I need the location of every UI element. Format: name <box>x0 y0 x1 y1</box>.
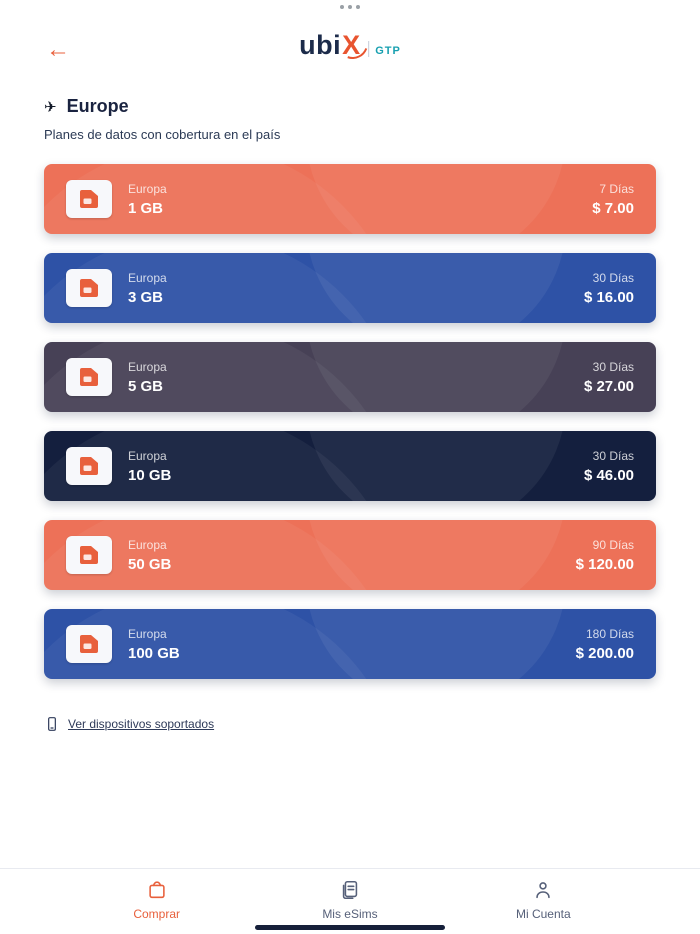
plan-data-amount: 1 GB <box>128 199 164 217</box>
plan-left: Europa 1 GB <box>128 182 167 217</box>
plan-region: Europa <box>128 448 167 463</box>
logo-gtp-text: GTP <box>375 45 401 57</box>
plan-price: $ 7.00 <box>592 199 634 217</box>
nav-label-comprar: Comprar <box>133 907 180 921</box>
account-icon <box>532 879 554 901</box>
plan-left: Europa 50 GB <box>128 538 171 573</box>
plan-left: Europa 3 GB <box>128 271 167 306</box>
header: ← ubi X GTP <box>0 0 700 72</box>
plan-price: $ 16.00 <box>583 288 634 306</box>
plan-price: $ 46.00 <box>583 466 634 484</box>
sim-card-icon <box>66 180 112 218</box>
plan-region: Europa <box>128 270 167 285</box>
logo-x-swoosh: X <box>342 30 361 60</box>
app-logo: ubi X GTP <box>299 32 401 59</box>
sim-card-icon <box>66 447 112 485</box>
nav-label-mis-esims: Mis eSims <box>322 907 378 921</box>
plan-card[interactable]: Europa 5 GB 30 Días $ 27.00 <box>44 342 656 412</box>
page-title: Europe <box>66 96 129 116</box>
sim-card-icon <box>66 358 112 396</box>
plan-duration: 7 Días <box>599 181 634 196</box>
back-button[interactable]: ← <box>46 36 70 63</box>
plan-card[interactable]: Europa 10 GB 30 Días $ 46.00 <box>44 431 656 501</box>
plan-data-amount: 10 GB <box>128 466 172 484</box>
plan-right: 30 Días $ 27.00 <box>584 360 634 395</box>
page-title-row: ✈ Europe <box>44 96 656 117</box>
nav-item-mis-esims[interactable]: Mis eSims <box>290 879 410 921</box>
plan-region: Europa <box>128 537 167 552</box>
plan-right: 7 Días $ 7.00 <box>592 182 634 217</box>
plan-right: 30 Días $ 16.00 <box>584 271 634 306</box>
plan-card[interactable]: Europa 100 GB 180 Días $ 200.00 <box>44 609 656 679</box>
plan-data-amount: 5 GB <box>128 377 164 395</box>
page-subtitle: Planes de datos con cobertura en el país <box>44 127 281 142</box>
plan-duration: 30 Días <box>592 448 634 463</box>
plan-data-amount: 50 GB <box>128 555 172 573</box>
sim-card-icon <box>66 536 112 574</box>
sim-card-icon <box>66 269 112 307</box>
plan-list: Europa 1 GB 7 Días $ 7.00 Europa <box>44 164 656 679</box>
bottom-nav: Comprar Mis eSims Mi Cuenta <box>0 868 700 934</box>
plan-region: Europa <box>128 181 167 196</box>
plan-duration: 30 Días <box>592 270 634 285</box>
plan-duration: 30 Días <box>592 359 634 374</box>
plan-data-amount: 3 GB <box>128 288 164 306</box>
plan-card[interactable]: Europa 50 GB 90 Días $ 120.00 <box>44 520 656 590</box>
plan-right: 90 Días $ 120.00 <box>576 538 634 573</box>
nav-item-comprar[interactable]: Comprar <box>97 879 217 921</box>
plan-region: Europa <box>128 359 167 374</box>
nav-item-mi-cuenta[interactable]: Mi Cuenta <box>483 879 603 921</box>
plan-data-amount: 100 GB <box>128 644 180 662</box>
plan-duration: 180 Días <box>585 626 634 641</box>
plan-left: Europa 10 GB <box>128 449 171 484</box>
plan-right: 30 Días $ 46.00 <box>584 449 634 484</box>
shopping-bag-icon <box>146 879 168 901</box>
plan-left: Europa 100 GB <box>128 627 180 662</box>
home-indicator[interactable] <box>255 925 445 930</box>
device-icon <box>44 716 60 732</box>
multitask-dots-icon <box>340 5 360 9</box>
supported-devices-link[interactable]: Ver dispositivos soportados <box>44 716 214 732</box>
sim-card-icon <box>66 625 112 663</box>
main-content: ✈ Europe Planes de datos con cobertura e… <box>0 96 700 737</box>
plan-card[interactable]: Europa 1 GB 7 Días $ 7.00 <box>44 164 656 234</box>
nav-label-mi-cuenta: Mi Cuenta <box>515 907 571 921</box>
travel-icon: ✈ <box>44 98 57 116</box>
logo-divider <box>368 41 370 57</box>
plan-card[interactable]: Europa 3 GB 30 Días $ 16.00 <box>44 253 656 323</box>
logo-ubi-text: ubi <box>299 30 342 60</box>
devices-link-label: Ver dispositivos soportados <box>68 717 215 731</box>
plan-price: $ 27.00 <box>583 377 634 395</box>
plan-left: Europa 5 GB <box>128 360 167 395</box>
plan-price: $ 120.00 <box>575 555 634 573</box>
esims-icon <box>339 879 361 901</box>
plan-region: Europa <box>128 626 167 641</box>
plan-duration: 90 Días <box>592 537 634 552</box>
plan-right: 180 Días $ 200.00 <box>576 627 634 662</box>
plan-price: $ 200.00 <box>575 644 634 662</box>
